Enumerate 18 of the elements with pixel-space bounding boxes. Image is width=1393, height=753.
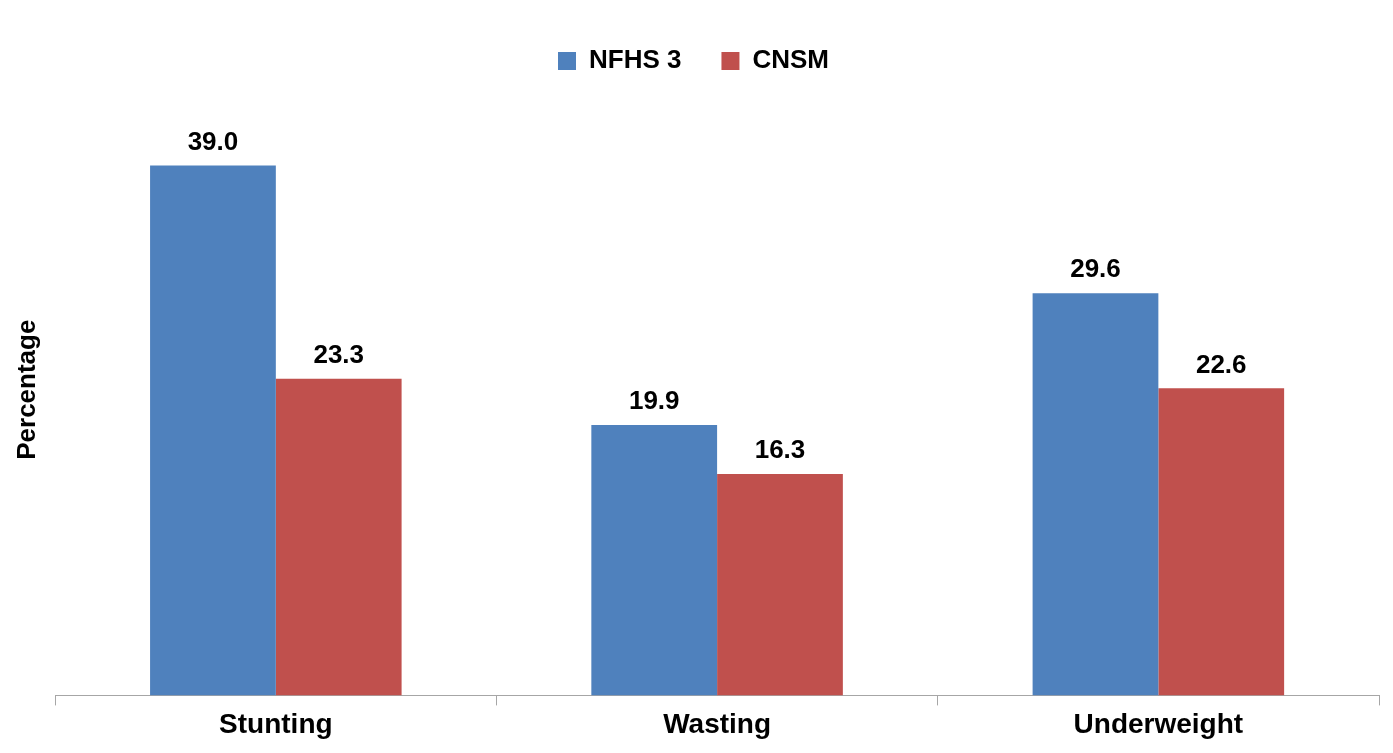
bar bbox=[150, 165, 276, 696]
x-tick-label: Stunting bbox=[219, 707, 333, 739]
x-tick-label: Underweight bbox=[1073, 707, 1244, 739]
bar bbox=[1032, 293, 1159, 696]
legend-label: NFHS 3 bbox=[588, 44, 682, 75]
data-label: 22.6 bbox=[1195, 348, 1247, 379]
data-label: 39.0 bbox=[187, 125, 239, 156]
legend-label: CNSM bbox=[752, 44, 830, 75]
data-label: 19.9 bbox=[628, 385, 680, 416]
y-axis-title: Percentage bbox=[10, 319, 41, 460]
data-label: 29.6 bbox=[1070, 253, 1121, 284]
data-label: 23.3 bbox=[313, 339, 365, 369]
data-label: 16.3 bbox=[754, 434, 806, 465]
bar bbox=[1158, 388, 1285, 696]
bar bbox=[717, 473, 843, 696]
bar bbox=[275, 378, 402, 696]
x-tick-label: Wasting bbox=[663, 707, 772, 739]
bar bbox=[591, 425, 718, 696]
